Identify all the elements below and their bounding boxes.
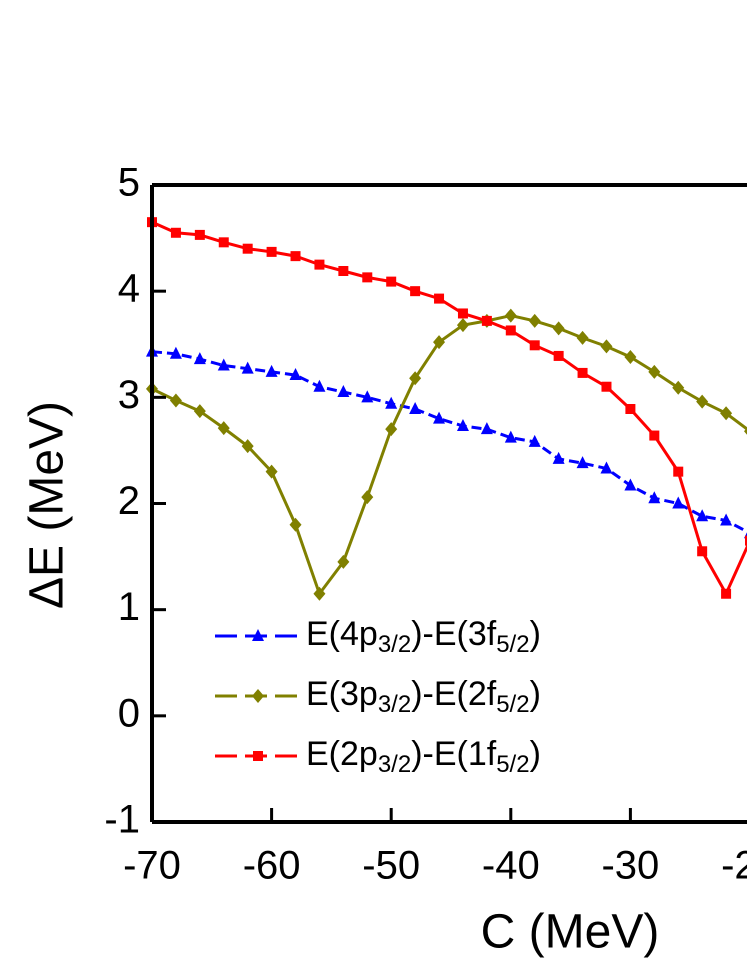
marker: [720, 513, 733, 526]
marker: [577, 367, 588, 378]
marker: [361, 390, 374, 403]
marker: [624, 478, 637, 491]
legend-label: E(3p3/2)-E(2f5/2): [306, 675, 541, 718]
marker: [696, 394, 709, 409]
marker: [241, 439, 254, 454]
marker: [528, 434, 541, 447]
marker: [385, 396, 398, 409]
marker: [217, 358, 230, 371]
marker: [673, 466, 684, 477]
x-tick-label: -40: [482, 844, 540, 888]
marker: [481, 315, 492, 326]
marker: [194, 229, 205, 240]
y-tick-label: 0: [118, 691, 140, 735]
marker: [193, 352, 206, 365]
marker: [241, 361, 254, 374]
marker: [289, 517, 302, 532]
marker: [697, 546, 708, 557]
marker: [529, 340, 540, 351]
y-tick-label: 5: [118, 161, 140, 205]
marker: [265, 464, 278, 479]
marker: [576, 456, 589, 469]
marker: [456, 418, 469, 431]
marker: [528, 313, 541, 328]
marker: [265, 364, 278, 377]
series-line: [151, 220, 747, 598]
x-tick-label: -20: [721, 844, 747, 888]
marker: [457, 308, 468, 319]
x-tick-label: -70: [123, 844, 181, 888]
marker: [648, 364, 661, 379]
marker: [696, 509, 709, 522]
marker: [338, 265, 349, 276]
x-tick-label: -50: [362, 844, 420, 888]
y-tick-label: 4: [118, 267, 140, 311]
y-tick-label: 2: [118, 479, 140, 523]
marker: [672, 496, 685, 509]
marker: [649, 430, 660, 441]
marker: [648, 491, 661, 504]
marker: [409, 402, 422, 415]
marker: [600, 339, 613, 354]
marker: [242, 243, 253, 254]
y-axis-title: ΔE (MeV): [21, 401, 74, 609]
series-line: [151, 350, 747, 534]
y-tick-label: 3: [118, 373, 140, 417]
marker: [553, 350, 564, 361]
marker: [290, 251, 301, 262]
series-line: [151, 314, 747, 597]
marker: [385, 422, 398, 437]
marker: [433, 335, 446, 350]
marker: [170, 227, 181, 238]
marker: [193, 404, 206, 419]
plot-area: [146, 217, 747, 601]
marker: [362, 272, 373, 283]
marker: [289, 368, 302, 381]
marker: [720, 406, 733, 421]
marker: [434, 293, 445, 304]
marker: [266, 246, 277, 257]
marker: [386, 276, 397, 287]
marker: [337, 554, 350, 569]
marker: [169, 346, 182, 359]
legend-label: E(4p3/2)-E(3f5/2): [306, 615, 541, 658]
marker: [433, 411, 446, 424]
marker: [721, 588, 732, 599]
marker: [313, 586, 326, 601]
marker: [337, 385, 350, 398]
marker: [409, 371, 422, 386]
marker: [361, 490, 374, 505]
marker: [169, 393, 182, 408]
marker: [218, 237, 229, 248]
marker: [410, 286, 421, 297]
marker: [576, 330, 589, 345]
marker: [314, 259, 325, 270]
marker: [217, 421, 230, 436]
marker: [672, 380, 685, 395]
x-axis-title: C (MeV): [481, 906, 660, 959]
legend-label: E(2p3/2)-E(1f5/2): [306, 735, 541, 778]
y-tick-label: 1: [118, 585, 140, 629]
marker: [600, 461, 613, 474]
marker: [601, 381, 612, 392]
x-tick-label: -60: [243, 844, 301, 888]
x-tick-label: -30: [601, 844, 659, 888]
marker: [552, 451, 565, 464]
marker: [624, 349, 637, 364]
marker: [504, 430, 517, 443]
marker: [456, 318, 469, 333]
marker: [625, 404, 636, 415]
marker: [252, 629, 264, 641]
marker: [744, 427, 747, 435]
marker: [253, 751, 263, 761]
y-tick-label: -1: [104, 798, 140, 842]
marker: [313, 379, 326, 392]
marker: [552, 321, 565, 336]
marker: [252, 689, 264, 703]
marker: [480, 422, 493, 435]
marker: [504, 308, 517, 323]
marker: [505, 325, 516, 336]
